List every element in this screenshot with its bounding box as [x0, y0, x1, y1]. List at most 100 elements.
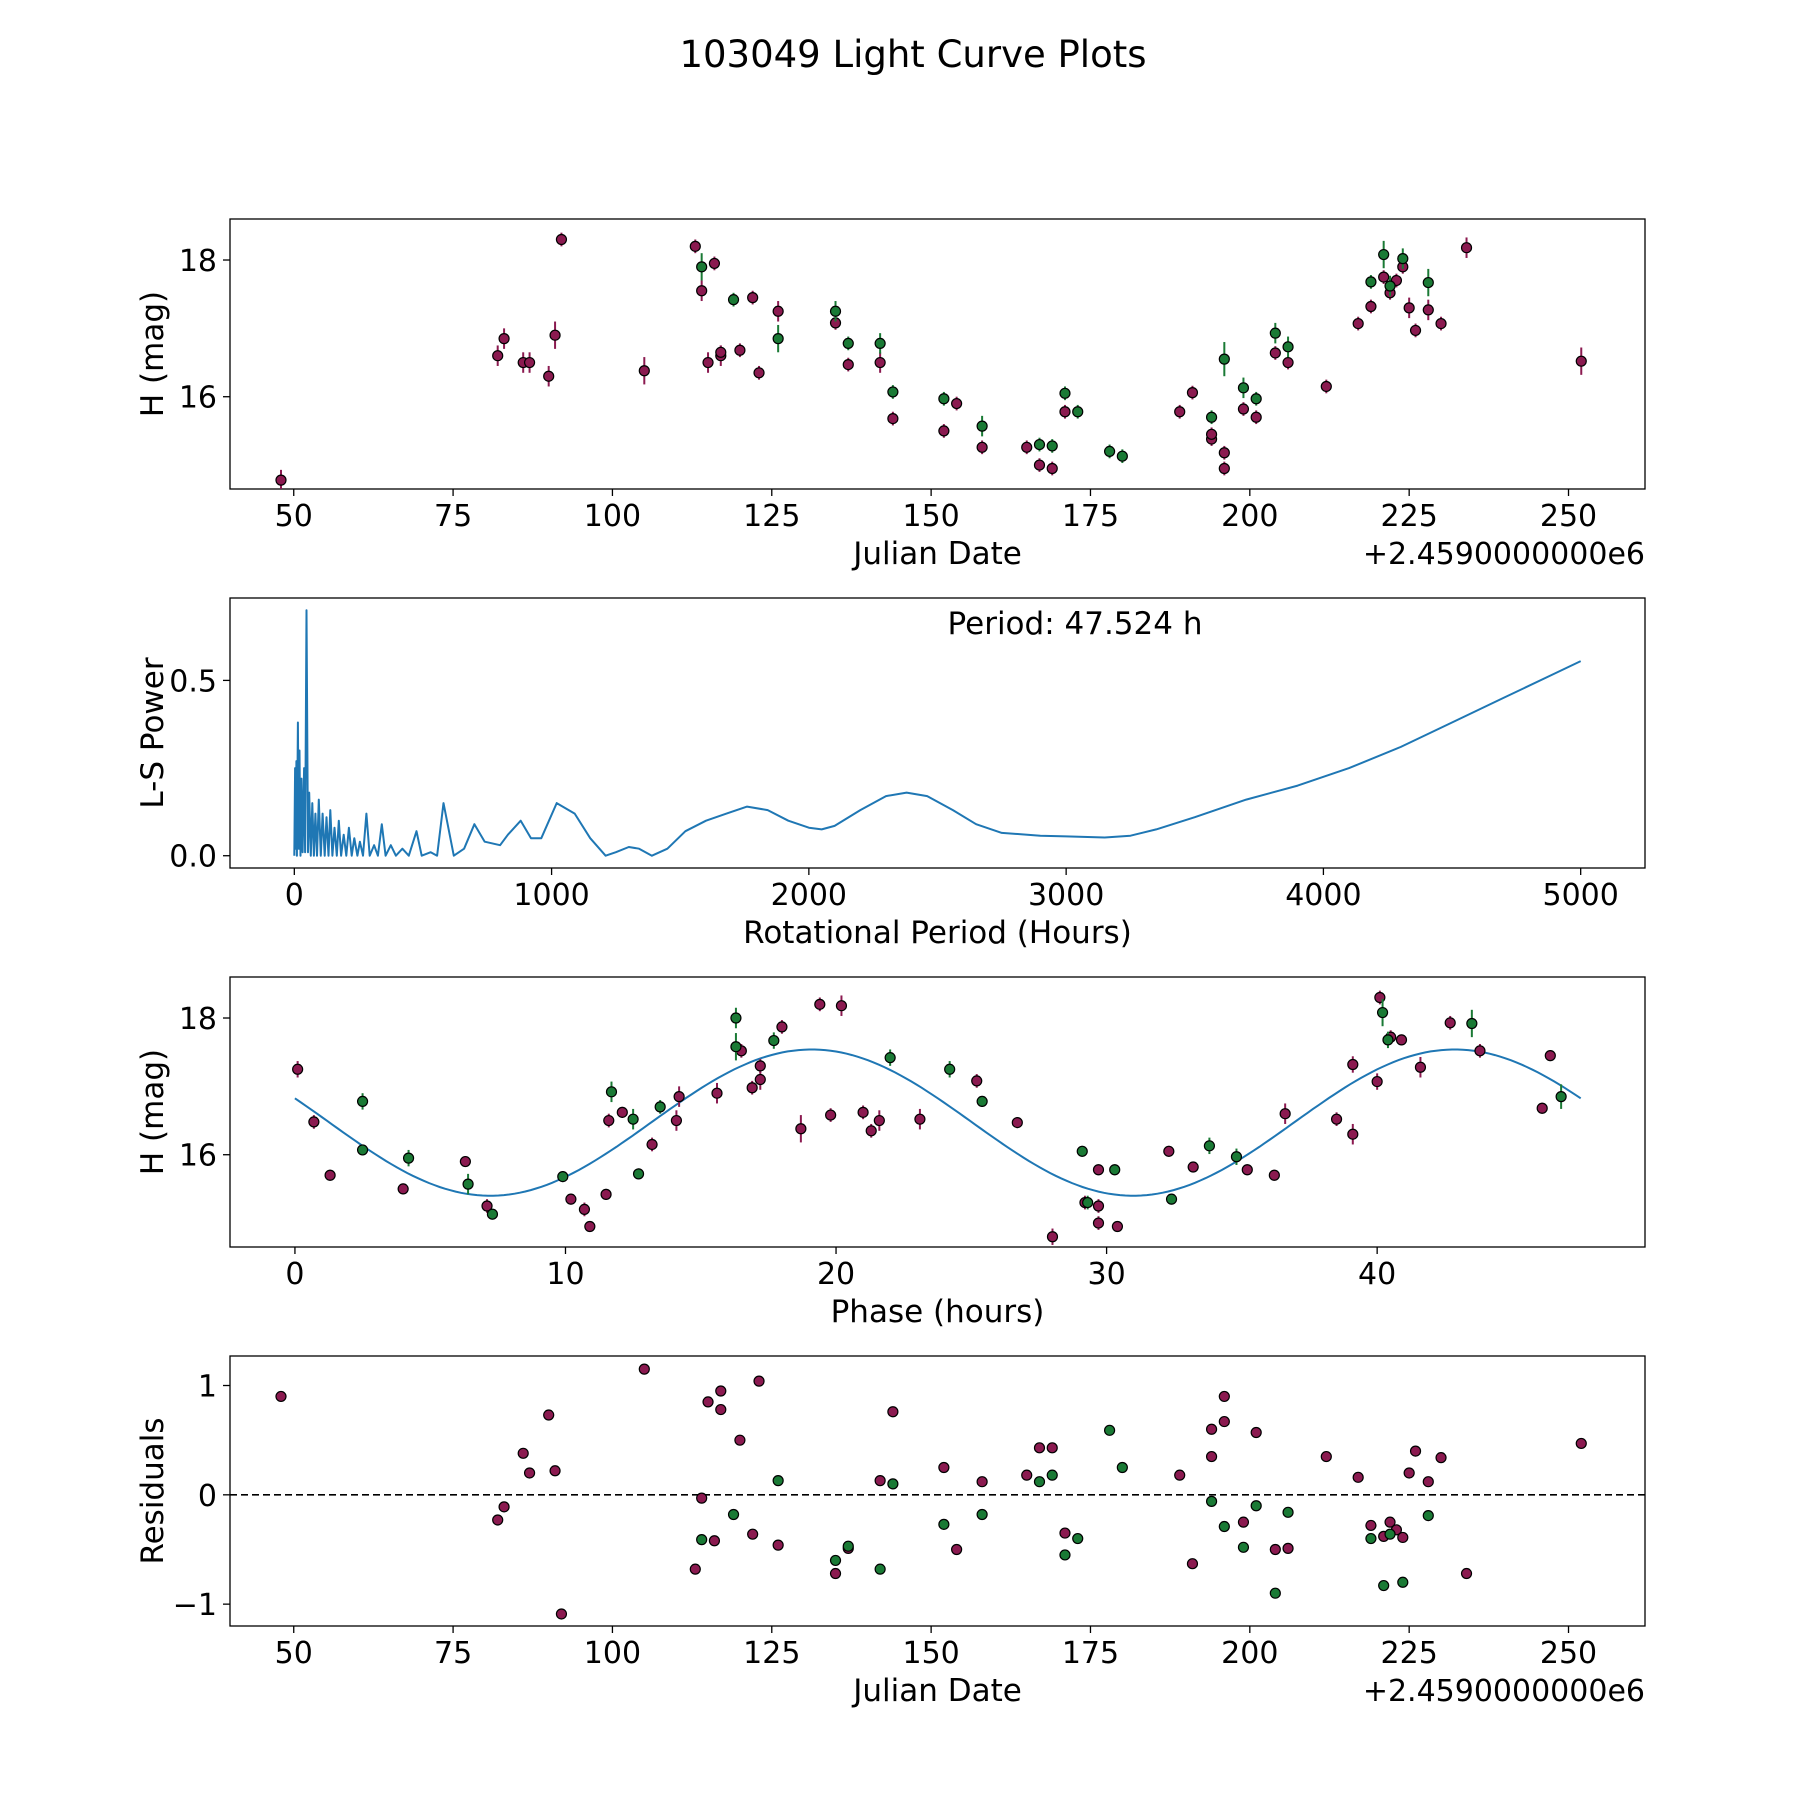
- data-point-g: [1365, 276, 1377, 288]
- data-point-r: [1403, 1467, 1415, 1479]
- data-point-r: [814, 998, 826, 1010]
- data-point-r: [459, 1155, 471, 1168]
- data-point-r: [708, 1535, 721, 1547]
- data-point-r: [492, 1514, 504, 1526]
- data-point-r: [498, 1501, 510, 1513]
- data-point-r: [951, 1543, 963, 1556]
- data-point-g: [1555, 1091, 1567, 1103]
- data-point-r: [1320, 1450, 1332, 1463]
- figure-title: 103049 Light Curve Plots: [679, 33, 1146, 76]
- plot-data-area: [230, 1363, 1645, 1620]
- data-point-r: [1033, 1442, 1046, 1454]
- data-point-r: [275, 474, 287, 486]
- x-tick-label: 2000: [771, 878, 847, 913]
- data-point-r: [887, 1406, 899, 1418]
- data-point-r: [603, 1114, 615, 1127]
- data-point-g: [772, 333, 784, 345]
- data-point-g: [557, 1170, 569, 1183]
- data-point-r: [1205, 428, 1218, 440]
- data-point-g: [938, 1518, 950, 1530]
- data-point-g: [727, 294, 740, 306]
- data-point-r: [976, 1476, 988, 1488]
- data-point-g: [605, 1086, 618, 1098]
- x-tick-label: 5000: [1543, 878, 1619, 913]
- data-point-r: [1205, 1450, 1218, 1463]
- data-point-g: [1205, 411, 1218, 423]
- data-point-r: [1460, 242, 1473, 254]
- data-point-r: [1414, 1061, 1427, 1073]
- data-point-r: [1092, 1200, 1105, 1212]
- data-point-r: [1092, 1217, 1105, 1229]
- data-point-r: [1237, 403, 1250, 415]
- data-point-r: [549, 329, 561, 341]
- plot-frame: [229, 218, 1646, 490]
- data-point-r: [1378, 271, 1390, 283]
- panel-periodogram: 0 1000 2000 3000 4000 5000 0.0 0.5 Rotational Pe…: [135, 597, 1646, 951]
- y-axis-label: H (mag): [135, 1049, 171, 1175]
- data-point-r: [842, 358, 854, 371]
- data-point-r: [715, 1403, 727, 1416]
- data-point-g: [976, 420, 988, 432]
- data-point-r: [543, 1409, 555, 1421]
- x-axis-label: Julian Date: [851, 536, 1022, 572]
- data-point-g: [944, 1063, 956, 1075]
- data-point-r: [874, 1475, 886, 1487]
- data-point-g: [829, 305, 842, 317]
- data-point-g: [402, 1152, 415, 1164]
- data-point-g: [976, 1095, 988, 1108]
- data-point-r: [1237, 1516, 1250, 1528]
- data-point-r: [696, 285, 708, 297]
- data-point-g: [1378, 248, 1390, 261]
- data-point-r: [543, 370, 555, 382]
- data-point-g: [730, 1012, 742, 1024]
- data-point-g: [1059, 387, 1071, 399]
- data-point-g: [1269, 1587, 1281, 1599]
- data-point-g: [1378, 1579, 1390, 1592]
- x-tick-label: 50: [275, 1636, 313, 1671]
- y-tick-label: 18: [179, 1002, 217, 1037]
- model-fit-curve: [294, 1048, 1582, 1197]
- data-point-r: [1269, 347, 1281, 359]
- data-point-r: [1205, 1423, 1218, 1435]
- x-tick-label: 75: [434, 1636, 472, 1671]
- data-point-r: [829, 1567, 842, 1580]
- data-point-g: [768, 1034, 780, 1047]
- data-point-r: [747, 1528, 759, 1540]
- data-point-r: [857, 1106, 869, 1118]
- data-point-r: [638, 365, 650, 377]
- data-point-r: [1111, 1220, 1124, 1233]
- data-point-g: [1076, 1145, 1088, 1157]
- data-point-r: [616, 1106, 628, 1118]
- y-tick-label: 16: [179, 1139, 217, 1174]
- x-axis-label: Julian Date: [851, 1673, 1022, 1709]
- data-point-r: [1218, 447, 1230, 459]
- y-tick-label: 0.0: [169, 840, 217, 875]
- data-point-r: [578, 1203, 591, 1216]
- data-point-g: [1397, 1576, 1409, 1588]
- x-tick-label: 100: [584, 499, 641, 534]
- y-tick-label: 16: [179, 381, 217, 416]
- data-point-r: [887, 412, 899, 425]
- data-point-g: [730, 1041, 742, 1053]
- data-point-g: [842, 337, 854, 350]
- x-tick-label: 0: [285, 878, 304, 913]
- data-point-r: [715, 346, 727, 358]
- x-tick-label: 225: [1381, 499, 1438, 534]
- x-tick-label: 75: [434, 499, 472, 534]
- data-point-r: [481, 1200, 493, 1212]
- data-point-r: [600, 1188, 612, 1200]
- y-axis-label: Residuals: [135, 1417, 171, 1564]
- data-point-r: [498, 333, 510, 345]
- data-point-r: [711, 1087, 723, 1099]
- data-point-r: [292, 1063, 304, 1075]
- plot-frame: [229, 976, 1646, 1248]
- data-point-g: [1046, 1469, 1058, 1481]
- data-point-g: [1376, 1006, 1389, 1019]
- data-point-r: [696, 1492, 708, 1504]
- data-point-g: [829, 1554, 842, 1567]
- x-tick-label: 1000: [513, 878, 589, 913]
- data-point-r: [1268, 1169, 1280, 1181]
- data-point-g: [486, 1208, 499, 1220]
- data-point-g: [887, 1478, 899, 1490]
- data-point-g: [842, 1540, 854, 1552]
